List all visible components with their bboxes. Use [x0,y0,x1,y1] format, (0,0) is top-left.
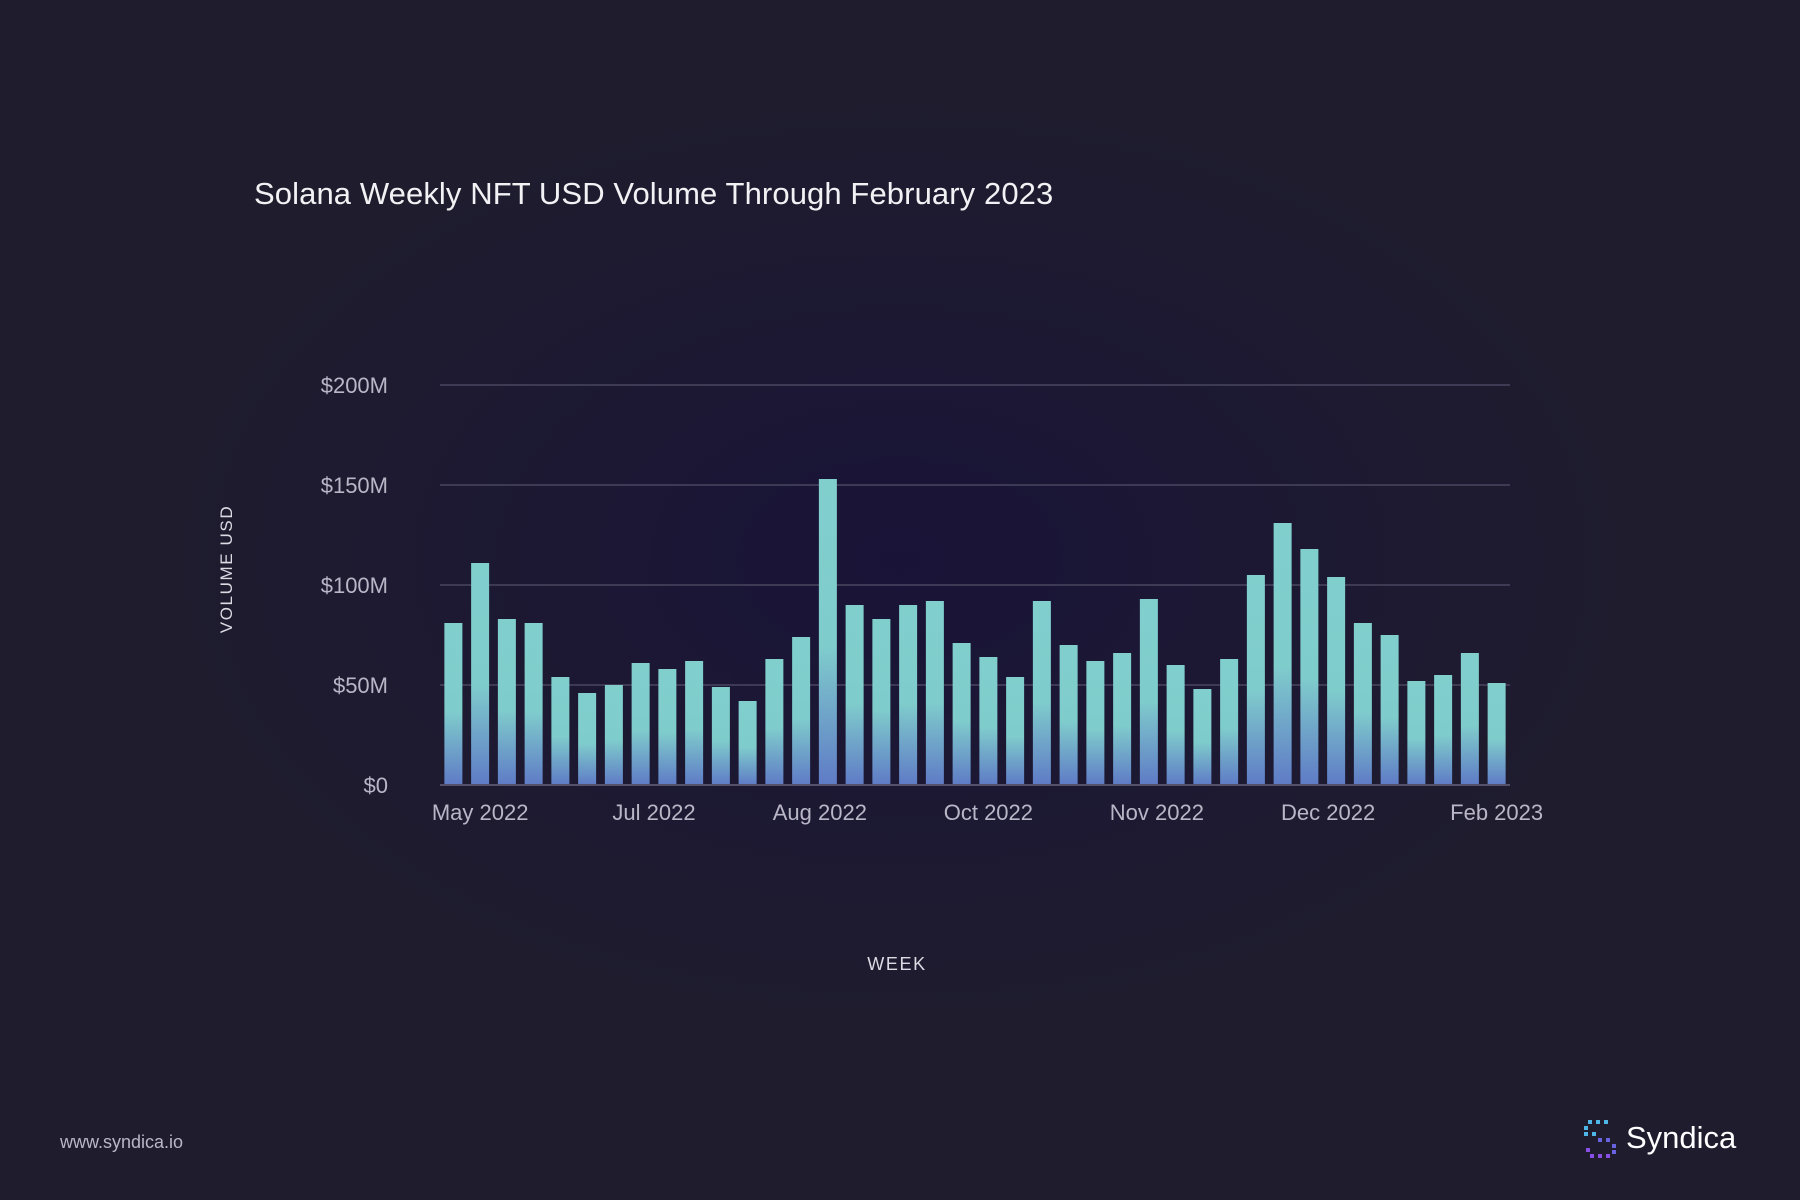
bar [1139,599,1158,785]
y-tick-label: $0 [364,773,388,798]
bar [1166,665,1185,785]
bars [444,479,1506,785]
brand-logo: Syndica [1584,1118,1736,1158]
bar [845,605,864,785]
bar [471,563,490,785]
footer-url: www.syndica.io [60,1132,184,1152]
bar [631,663,650,785]
bar [952,643,971,785]
y-tick-label: $150M [321,473,388,498]
bar [1193,689,1212,785]
bar [1059,645,1078,785]
syndica-logo-icon [1584,1120,1616,1158]
bar [444,623,463,785]
bar [1300,549,1319,785]
bar [818,479,837,785]
gridlines [440,384,1510,686]
bar [551,677,570,785]
x-tick-label: Dec 2022 [1281,800,1375,825]
bar [1460,653,1479,785]
bar [497,619,516,785]
bar [925,601,944,785]
x-tick-label: Aug 2022 [773,800,867,825]
bar [578,693,597,785]
bar [1353,623,1372,785]
x-tick-label: May 2022 [432,800,529,825]
bar [1246,575,1265,785]
bar [792,637,811,785]
y-tick-label: $100M [321,573,388,598]
y-tick-label: $200M [321,373,388,398]
bar [658,669,677,785]
x-tick-label: Feb 2023 [1450,800,1543,825]
y-axis-label: VOLUME USD [217,505,236,633]
bar [685,661,704,785]
bar [1407,681,1426,785]
bar [1113,653,1132,785]
chart-title: Solana Weekly NFT USD Volume Through Feb… [254,176,1054,211]
x-tick-label: Nov 2022 [1110,800,1204,825]
bar [1032,601,1051,785]
bar [899,605,918,785]
bar [1006,677,1025,785]
x-tick-label: Oct 2022 [944,800,1033,825]
bar [524,623,543,785]
bar [738,701,757,785]
axes: $0 $50M $100M $150M $200M May 2022 Jul 2022 Aug… [321,373,1543,825]
bar [1380,635,1399,785]
bar [872,619,891,785]
x-tick-label: Jul 2022 [612,800,695,825]
bar [604,685,623,785]
bar [1086,661,1105,785]
y-tick-label: $50M [333,673,388,698]
bar [1327,577,1346,785]
bar [1487,683,1506,785]
bar [765,659,784,785]
bar [711,687,730,785]
bar [979,657,998,785]
x-axis-label: WEEK [867,954,926,974]
bar [1220,659,1239,785]
brand-name: Syndica [1626,1120,1737,1155]
bar [1273,523,1292,785]
bar [1434,675,1453,785]
